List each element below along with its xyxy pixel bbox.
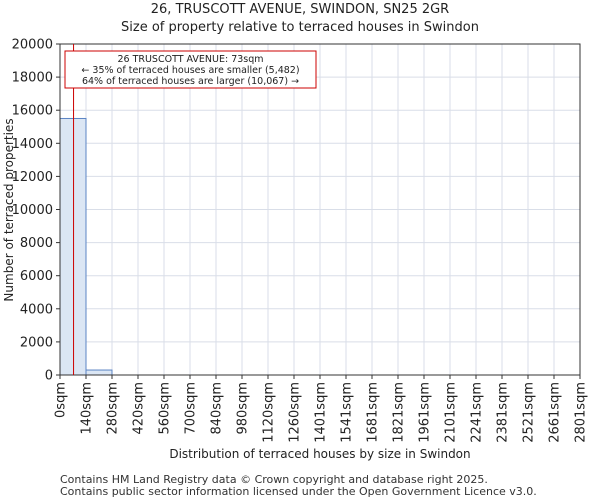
y-tick-label: 16000 (12, 104, 53, 119)
y-tick-label: 8000 (20, 236, 53, 251)
x-tick-label: 2521sqm (522, 382, 537, 443)
x-tick-label: 1401sqm (314, 382, 329, 443)
x-axis-label: Distribution of terraced houses by size … (169, 447, 470, 461)
annotation-line-1: 26 TRUSCOTT AVENUE: 73sqm (117, 54, 263, 65)
x-tick-label: 2661sqm (548, 382, 563, 443)
x-tick-label: 2101sqm (444, 382, 459, 443)
x-tick-label: 1821sqm (392, 382, 407, 443)
x-tick-label: 840sqm (210, 382, 225, 435)
x-tick-label: 1260sqm (288, 382, 303, 443)
x-tick-label: 1961sqm (418, 382, 433, 443)
x-tick-label: 280sqm (106, 382, 121, 435)
y-tick-label: 6000 (20, 269, 53, 284)
x-tick-label: 0sqm (54, 382, 69, 418)
x-tick-label: 1120sqm (262, 382, 277, 443)
annotation-box (64, 50, 317, 89)
chart: 26 TRUSCOTT AVENUE: 73sqm← 35% of terrac… (2, 38, 589, 462)
y-tick-label: 18000 (12, 71, 53, 86)
x-tick-label: 560sqm (158, 382, 173, 435)
x-tick-label: 700sqm (184, 382, 199, 435)
y-tick-label: 2000 (20, 335, 53, 350)
x-tick-label: 420sqm (132, 382, 147, 435)
y-tick-label: 4000 (20, 302, 53, 317)
bar-140sqm (85, 369, 113, 376)
y-tick-label: 20000 (12, 38, 53, 53)
bar-0sqm (59, 117, 87, 376)
y-axis-label: Number of terraced properties (2, 118, 16, 301)
x-tick-label: 1541sqm (340, 382, 355, 443)
annotation-line-2: ← 35% of terraced houses are smaller (5,… (81, 65, 299, 76)
x-tick-label: 2801sqm (574, 382, 589, 443)
x-tick-label: 980sqm (236, 382, 251, 435)
y-tick-label: 12000 (12, 170, 53, 185)
x-tick-label: 2241sqm (470, 382, 485, 443)
annotation-line-3: 64% of terraced houses are larger (10,06… (82, 76, 299, 87)
x-tick-label: 140sqm (80, 382, 95, 435)
footer-licence: Contains public sector information licen… (60, 485, 537, 498)
x-tick-label: 2381sqm (496, 382, 511, 443)
y-tick-label: 10000 (12, 203, 53, 218)
chart-title: 26, TRUSCOTT AVENUE, SWINDON, SN25 2GR (150, 2, 450, 17)
chart-subtitle: Size of property relative to terraced ho… (121, 20, 479, 35)
footer-copyright: Contains HM Land Registry data © Crown c… (60, 473, 488, 486)
x-tick-label: 1681sqm (366, 382, 381, 443)
y-tick-label: 0 (45, 369, 53, 384)
y-tick-label: 14000 (12, 137, 53, 152)
